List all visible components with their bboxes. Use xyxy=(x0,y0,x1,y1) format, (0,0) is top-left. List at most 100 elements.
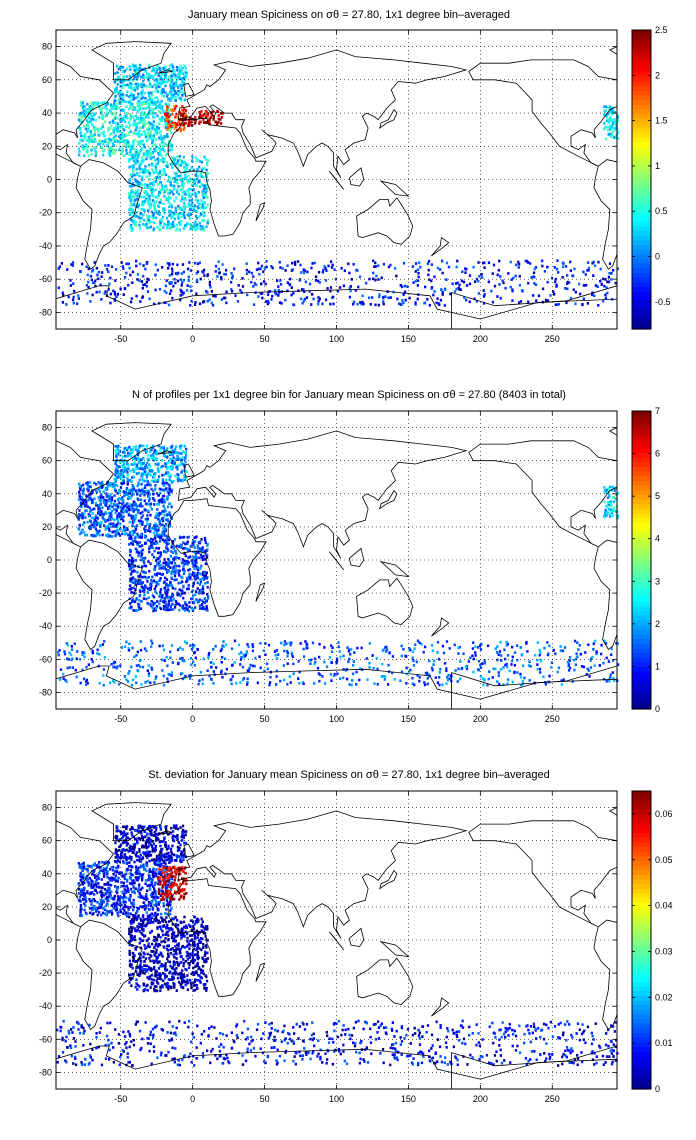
data-cell xyxy=(182,201,185,205)
data-cell xyxy=(72,282,75,285)
data-cell xyxy=(387,663,390,667)
coastline xyxy=(431,236,450,257)
data-cell xyxy=(161,137,164,140)
data-cell xyxy=(170,671,173,674)
data-cell xyxy=(361,294,364,298)
data-cell xyxy=(483,293,486,296)
data-cell xyxy=(486,644,490,648)
data-cell xyxy=(136,85,139,89)
data-cell xyxy=(157,503,161,506)
data-cell xyxy=(409,648,412,652)
data-cell xyxy=(159,607,163,611)
data-cell xyxy=(147,278,150,282)
data-cell xyxy=(97,510,100,513)
data-cell xyxy=(177,162,180,166)
data-cell xyxy=(183,478,186,481)
data-cell xyxy=(123,69,127,73)
data-cell xyxy=(205,556,209,559)
data-cell xyxy=(177,185,180,188)
data-cell xyxy=(182,92,185,96)
data-cell xyxy=(346,646,349,649)
data-cell xyxy=(89,527,92,530)
data-cell xyxy=(156,88,159,91)
data-cell xyxy=(166,518,169,521)
data-cell xyxy=(123,470,126,474)
data-cell xyxy=(125,446,128,450)
data-cell xyxy=(99,503,102,506)
data-cell xyxy=(150,604,153,608)
data-cell xyxy=(148,80,151,83)
colorbar-segment xyxy=(632,72,651,78)
data-cell xyxy=(157,551,160,555)
data-cell xyxy=(149,188,152,192)
data-cell xyxy=(179,278,182,281)
data-cell xyxy=(171,296,174,300)
data-cell xyxy=(88,497,91,501)
data-cell xyxy=(137,203,141,207)
data-cell xyxy=(157,85,160,88)
data-cell xyxy=(190,166,193,169)
data-cell xyxy=(136,497,139,500)
data-cell xyxy=(431,649,434,653)
data-cell xyxy=(605,680,608,683)
data-cell xyxy=(158,152,161,156)
data-cell xyxy=(206,609,209,612)
data-cell xyxy=(155,530,159,533)
data-cell xyxy=(126,454,129,458)
data-cell xyxy=(116,116,119,120)
data-cell xyxy=(137,153,140,157)
data-cell xyxy=(203,201,206,205)
data-cell xyxy=(458,283,461,287)
data-cell xyxy=(387,296,390,300)
data-cell xyxy=(134,161,137,165)
data-cell xyxy=(113,503,116,507)
data-cell xyxy=(196,544,199,548)
data-cell xyxy=(200,599,204,602)
data-cell xyxy=(125,262,128,266)
data-cell xyxy=(170,123,173,127)
data-cell xyxy=(330,266,334,269)
data-cell xyxy=(610,278,613,281)
data-cell xyxy=(138,163,141,166)
data-cell xyxy=(118,683,121,686)
data-cell xyxy=(554,280,557,284)
data-cell xyxy=(305,296,309,299)
data-cell xyxy=(108,109,112,112)
data-cell xyxy=(178,158,182,162)
data-cell xyxy=(134,583,137,587)
data-cell xyxy=(164,462,167,465)
y-tick-label: -20 xyxy=(39,208,52,218)
data-cell xyxy=(98,134,101,137)
data-cell xyxy=(175,178,178,182)
data-cell xyxy=(171,121,174,124)
data-cell xyxy=(180,83,183,87)
data-cell xyxy=(136,102,139,105)
data-cell xyxy=(165,161,169,164)
data-cell xyxy=(149,469,152,472)
data-cell xyxy=(139,579,142,582)
data-cell xyxy=(157,110,160,113)
data-cell xyxy=(88,506,91,510)
data-cell xyxy=(100,521,103,524)
data-cell xyxy=(101,123,104,126)
coastline xyxy=(356,197,414,245)
data-cell xyxy=(591,261,594,265)
data-cell xyxy=(121,138,125,141)
data-cell xyxy=(142,222,145,226)
data-cell xyxy=(117,449,120,453)
data-cell xyxy=(160,459,164,462)
data-cell xyxy=(271,266,274,270)
data-cell xyxy=(182,607,185,611)
data-cell xyxy=(167,266,170,270)
data-cell xyxy=(133,119,136,122)
data-cell xyxy=(84,110,88,114)
data-cell xyxy=(127,121,131,124)
data-cell xyxy=(104,487,107,491)
data-cell xyxy=(416,297,419,301)
data-cell xyxy=(130,218,133,222)
data-cell xyxy=(231,274,234,278)
data-cell xyxy=(403,290,407,294)
coastline xyxy=(177,49,468,179)
data-cell xyxy=(599,279,602,283)
data-cell xyxy=(192,573,196,576)
